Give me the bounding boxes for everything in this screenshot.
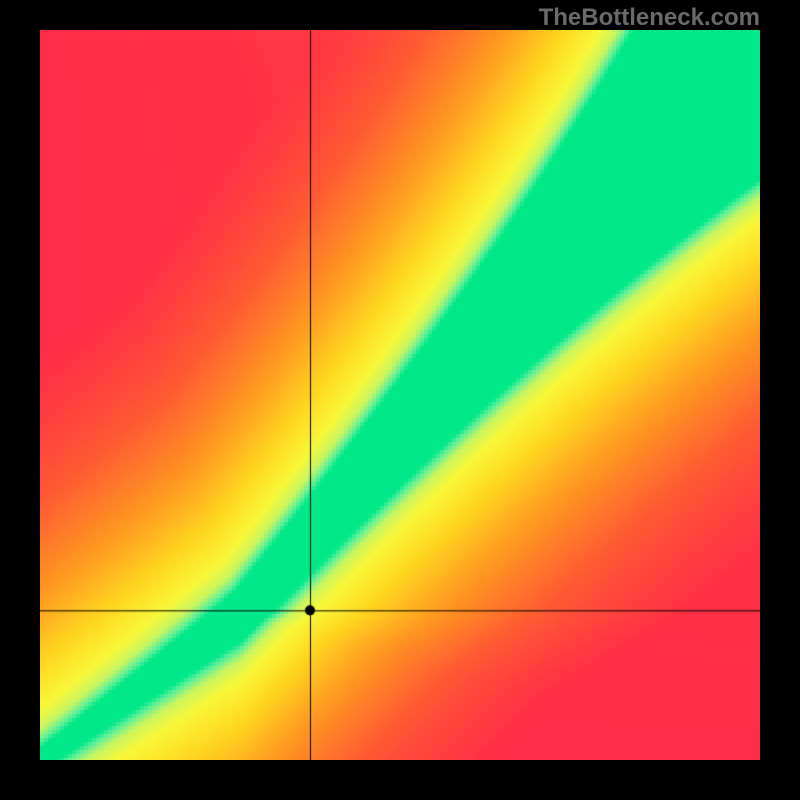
chart-container: TheBottleneck.com [0,0,800,800]
bottleneck-heatmap [40,30,760,760]
watermark-text: TheBottleneck.com [539,4,760,32]
